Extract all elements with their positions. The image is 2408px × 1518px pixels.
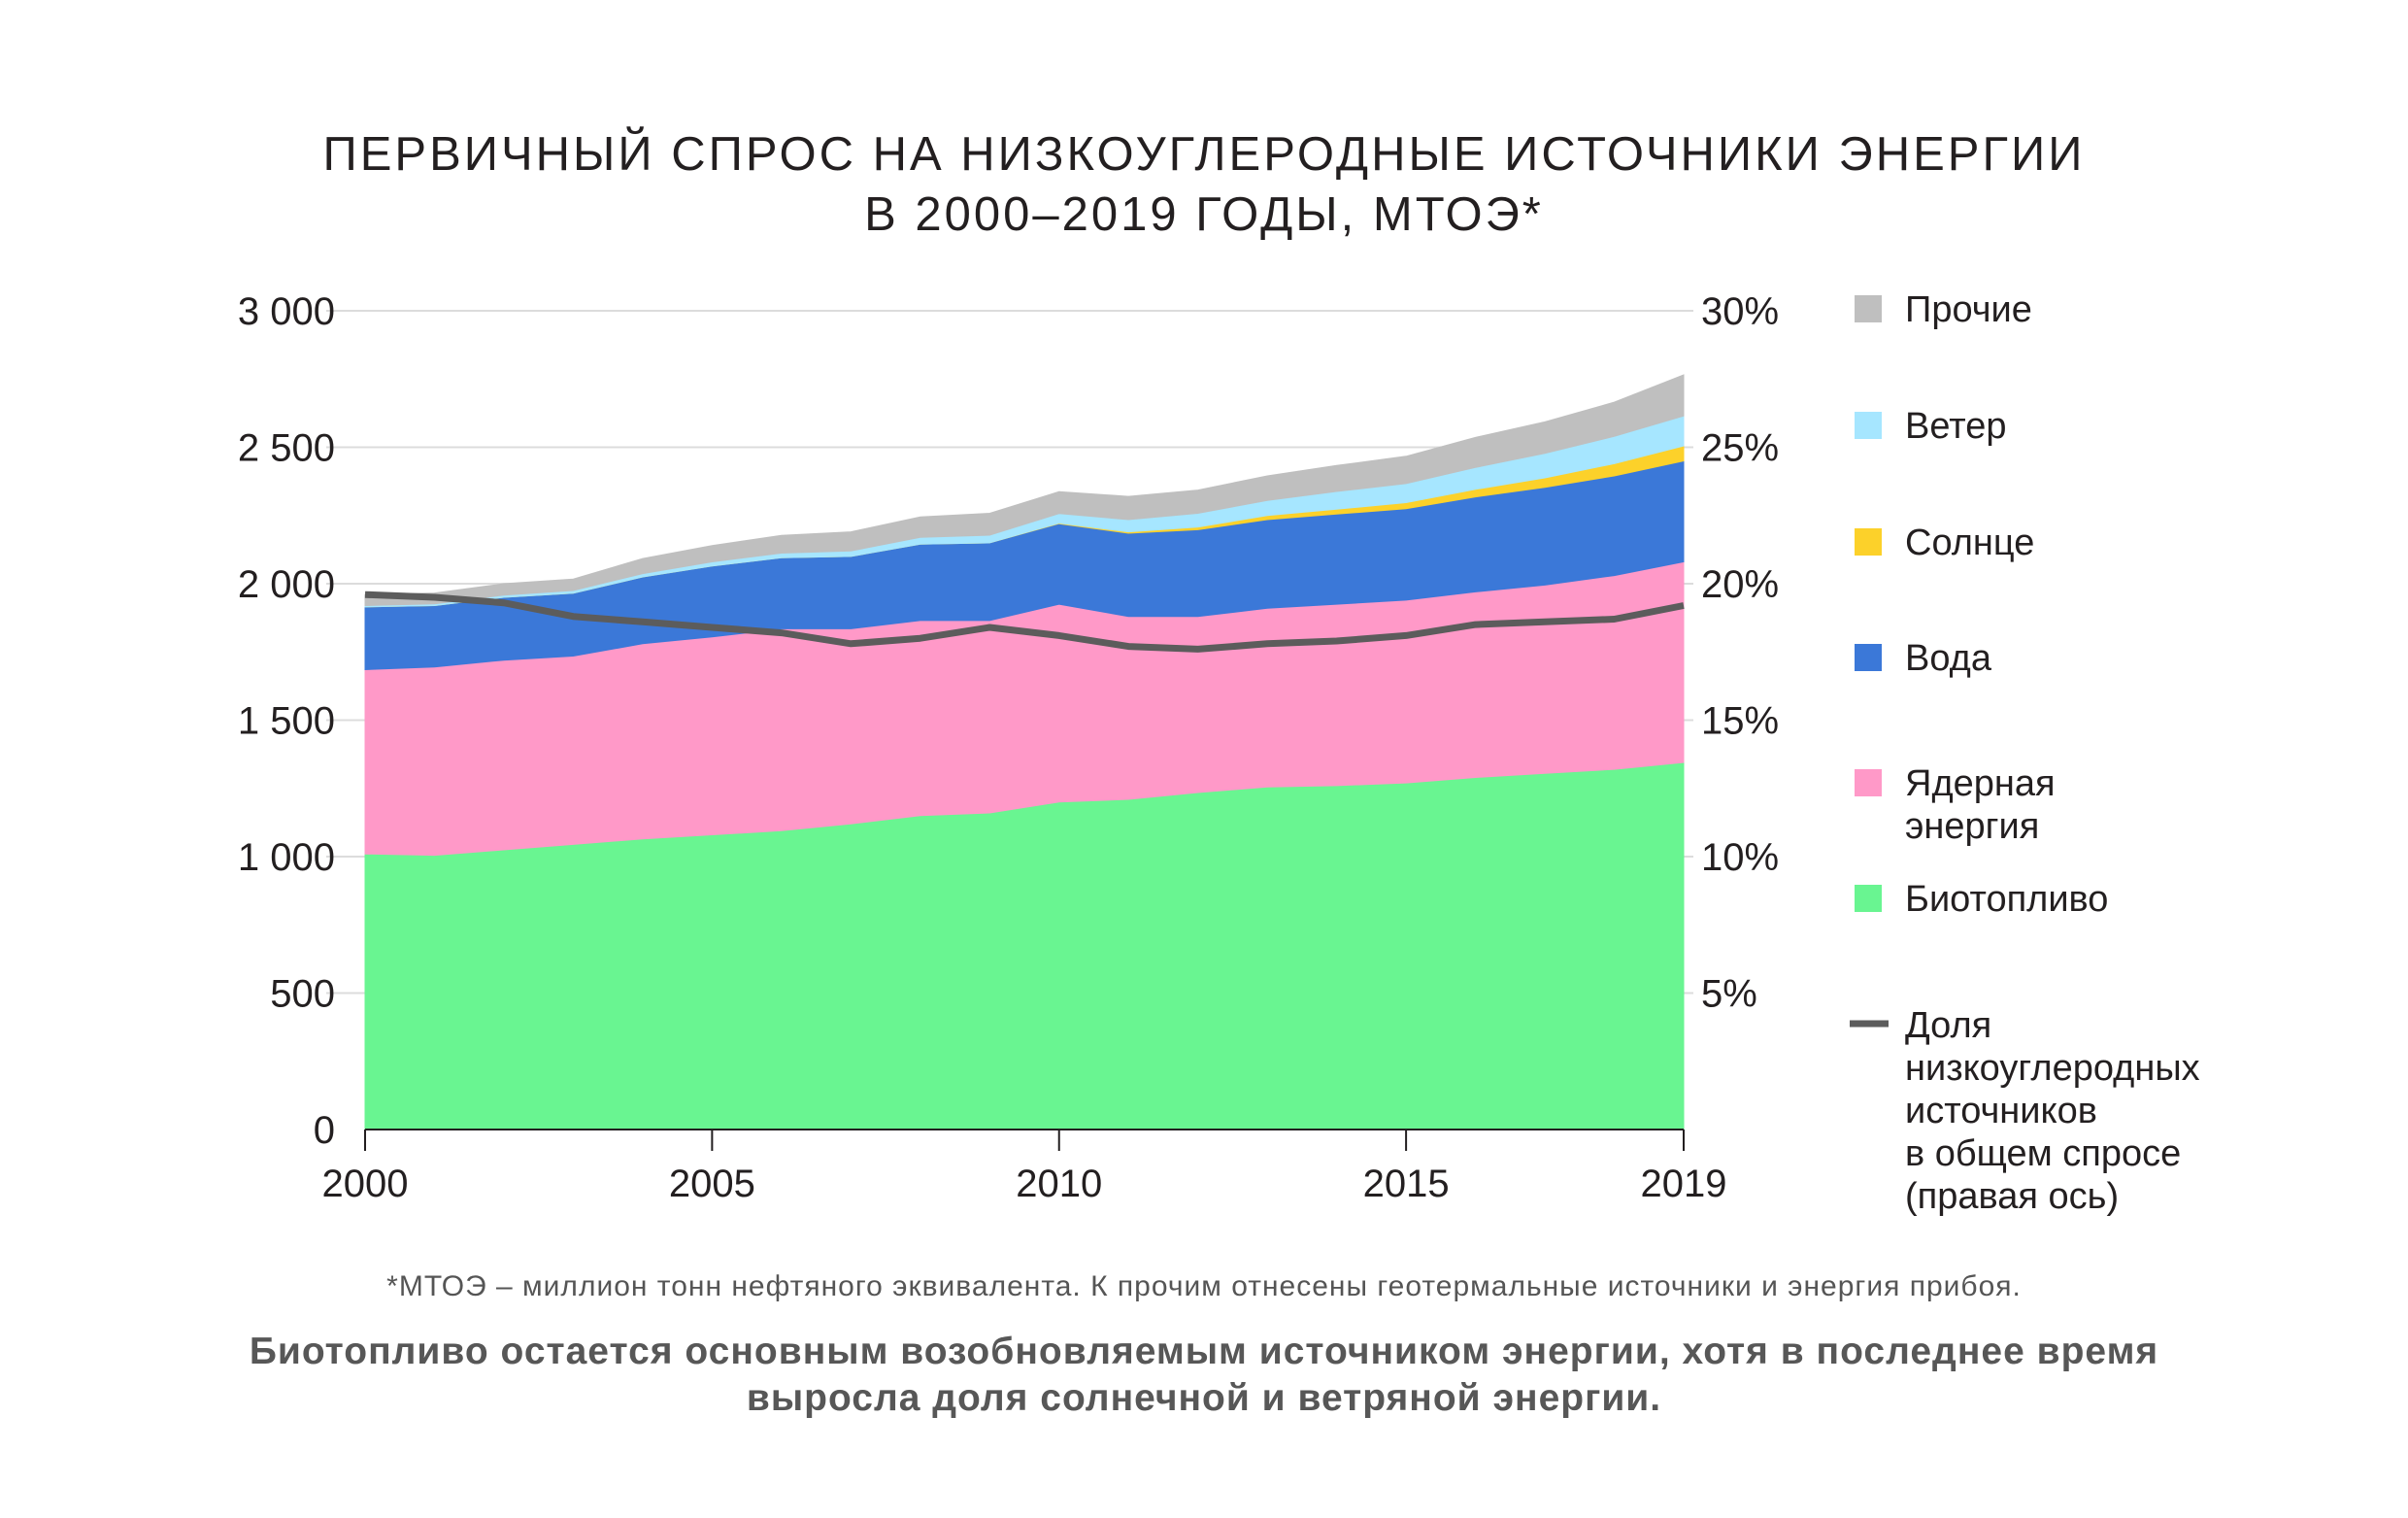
legend-swatch <box>1855 528 1882 556</box>
y-tick-label: 0 <box>314 1109 335 1152</box>
y2-tick-label: 20% <box>1701 563 1779 606</box>
legend-label: Прочие <box>1905 289 2032 330</box>
y-tick-label: 2 000 <box>238 563 335 606</box>
legend-label: низкоуглеродных <box>1905 1048 2200 1089</box>
legend-swatch <box>1855 885 1882 912</box>
legend-item: Солнце <box>1855 523 2034 563</box>
legend-label: (правая ось) <box>1905 1176 2119 1217</box>
x-tick-label: 2015 <box>1363 1163 1450 1205</box>
share-line <box>364 590 1685 653</box>
chart-title-line-1: ПЕРВИЧНЫЙ СПРОС НА НИЗКОУГЛЕРОДНЫЕ ИСТОЧ… <box>323 127 2086 181</box>
y2-tick-label: 10% <box>1701 836 1779 879</box>
legend-label: Доля <box>1905 1005 1991 1046</box>
y2-tick-label: 30% <box>1701 290 1779 333</box>
x-tick-label: 2019 <box>1641 1163 1727 1205</box>
legend-label: Биотопливо <box>1905 879 2108 920</box>
y-tick-label: 2 500 <box>238 427 335 470</box>
y2-tick-label: 15% <box>1701 700 1779 743</box>
conclusion-line-2: выросла доля солнечной и ветряной энерги… <box>746 1377 1662 1419</box>
conclusion-line-1: Биотопливо остается основным возобновляе… <box>249 1331 2159 1372</box>
x-tick-label: 2000 <box>322 1163 409 1205</box>
legend-swatch <box>1855 295 1882 322</box>
legend-label: источников <box>1905 1091 2097 1131</box>
y-tick-label: 3 000 <box>238 290 335 333</box>
legend-label: Вода <box>1905 638 1992 679</box>
legend-item: Прочие <box>1855 289 2032 330</box>
y-tick-label: 1 000 <box>238 836 335 879</box>
y-tick-label: 1 500 <box>238 700 335 743</box>
legend-item: Биотопливо <box>1855 879 2108 920</box>
x-tick-label: 2010 <box>1016 1163 1102 1205</box>
legend-label: Солнце <box>1905 523 2034 563</box>
chart-title: ПЕРВИЧНЫЙ СПРОС НА НИЗКОУГЛЕРОДНЫЕ ИСТОЧ… <box>323 127 2086 241</box>
chart-title-line-2: В 2000–2019 ГОДЫ, МТОЭ* <box>864 188 1544 241</box>
stacked-areas <box>364 374 1685 1130</box>
legend-swatch <box>1855 769 1882 796</box>
legend-label: в общем спросе <box>1905 1133 2181 1174</box>
legend-label: Ядерная <box>1905 763 2056 804</box>
footnote: *МТОЭ – миллион тонн нефтяного эквивален… <box>386 1270 2022 1302</box>
share-line-series <box>364 590 1685 653</box>
legend-swatch <box>1855 412 1882 439</box>
area-series-прочие <box>364 374 1685 607</box>
y2-tick-label: 5% <box>1701 973 1757 1016</box>
legend-item: Ветер <box>1855 406 2006 447</box>
legend-label: энергия <box>1905 806 2039 847</box>
legend-item: Вода <box>1855 638 1992 679</box>
legend-swatch <box>1855 644 1882 671</box>
legend-label: Ветер <box>1905 406 2006 447</box>
y2-tick-label: 25% <box>1701 427 1779 470</box>
axes: 0 500 1 000 1 500 2 000 2 500 3 000 5% 10% 15% 20%… <box>238 290 1779 1205</box>
x-tick-label: 2005 <box>669 1163 755 1205</box>
conclusion-text: Биотопливо остается основным возобновляе… <box>0 1329 2408 1422</box>
y-tick-label: 500 <box>270 973 335 1016</box>
